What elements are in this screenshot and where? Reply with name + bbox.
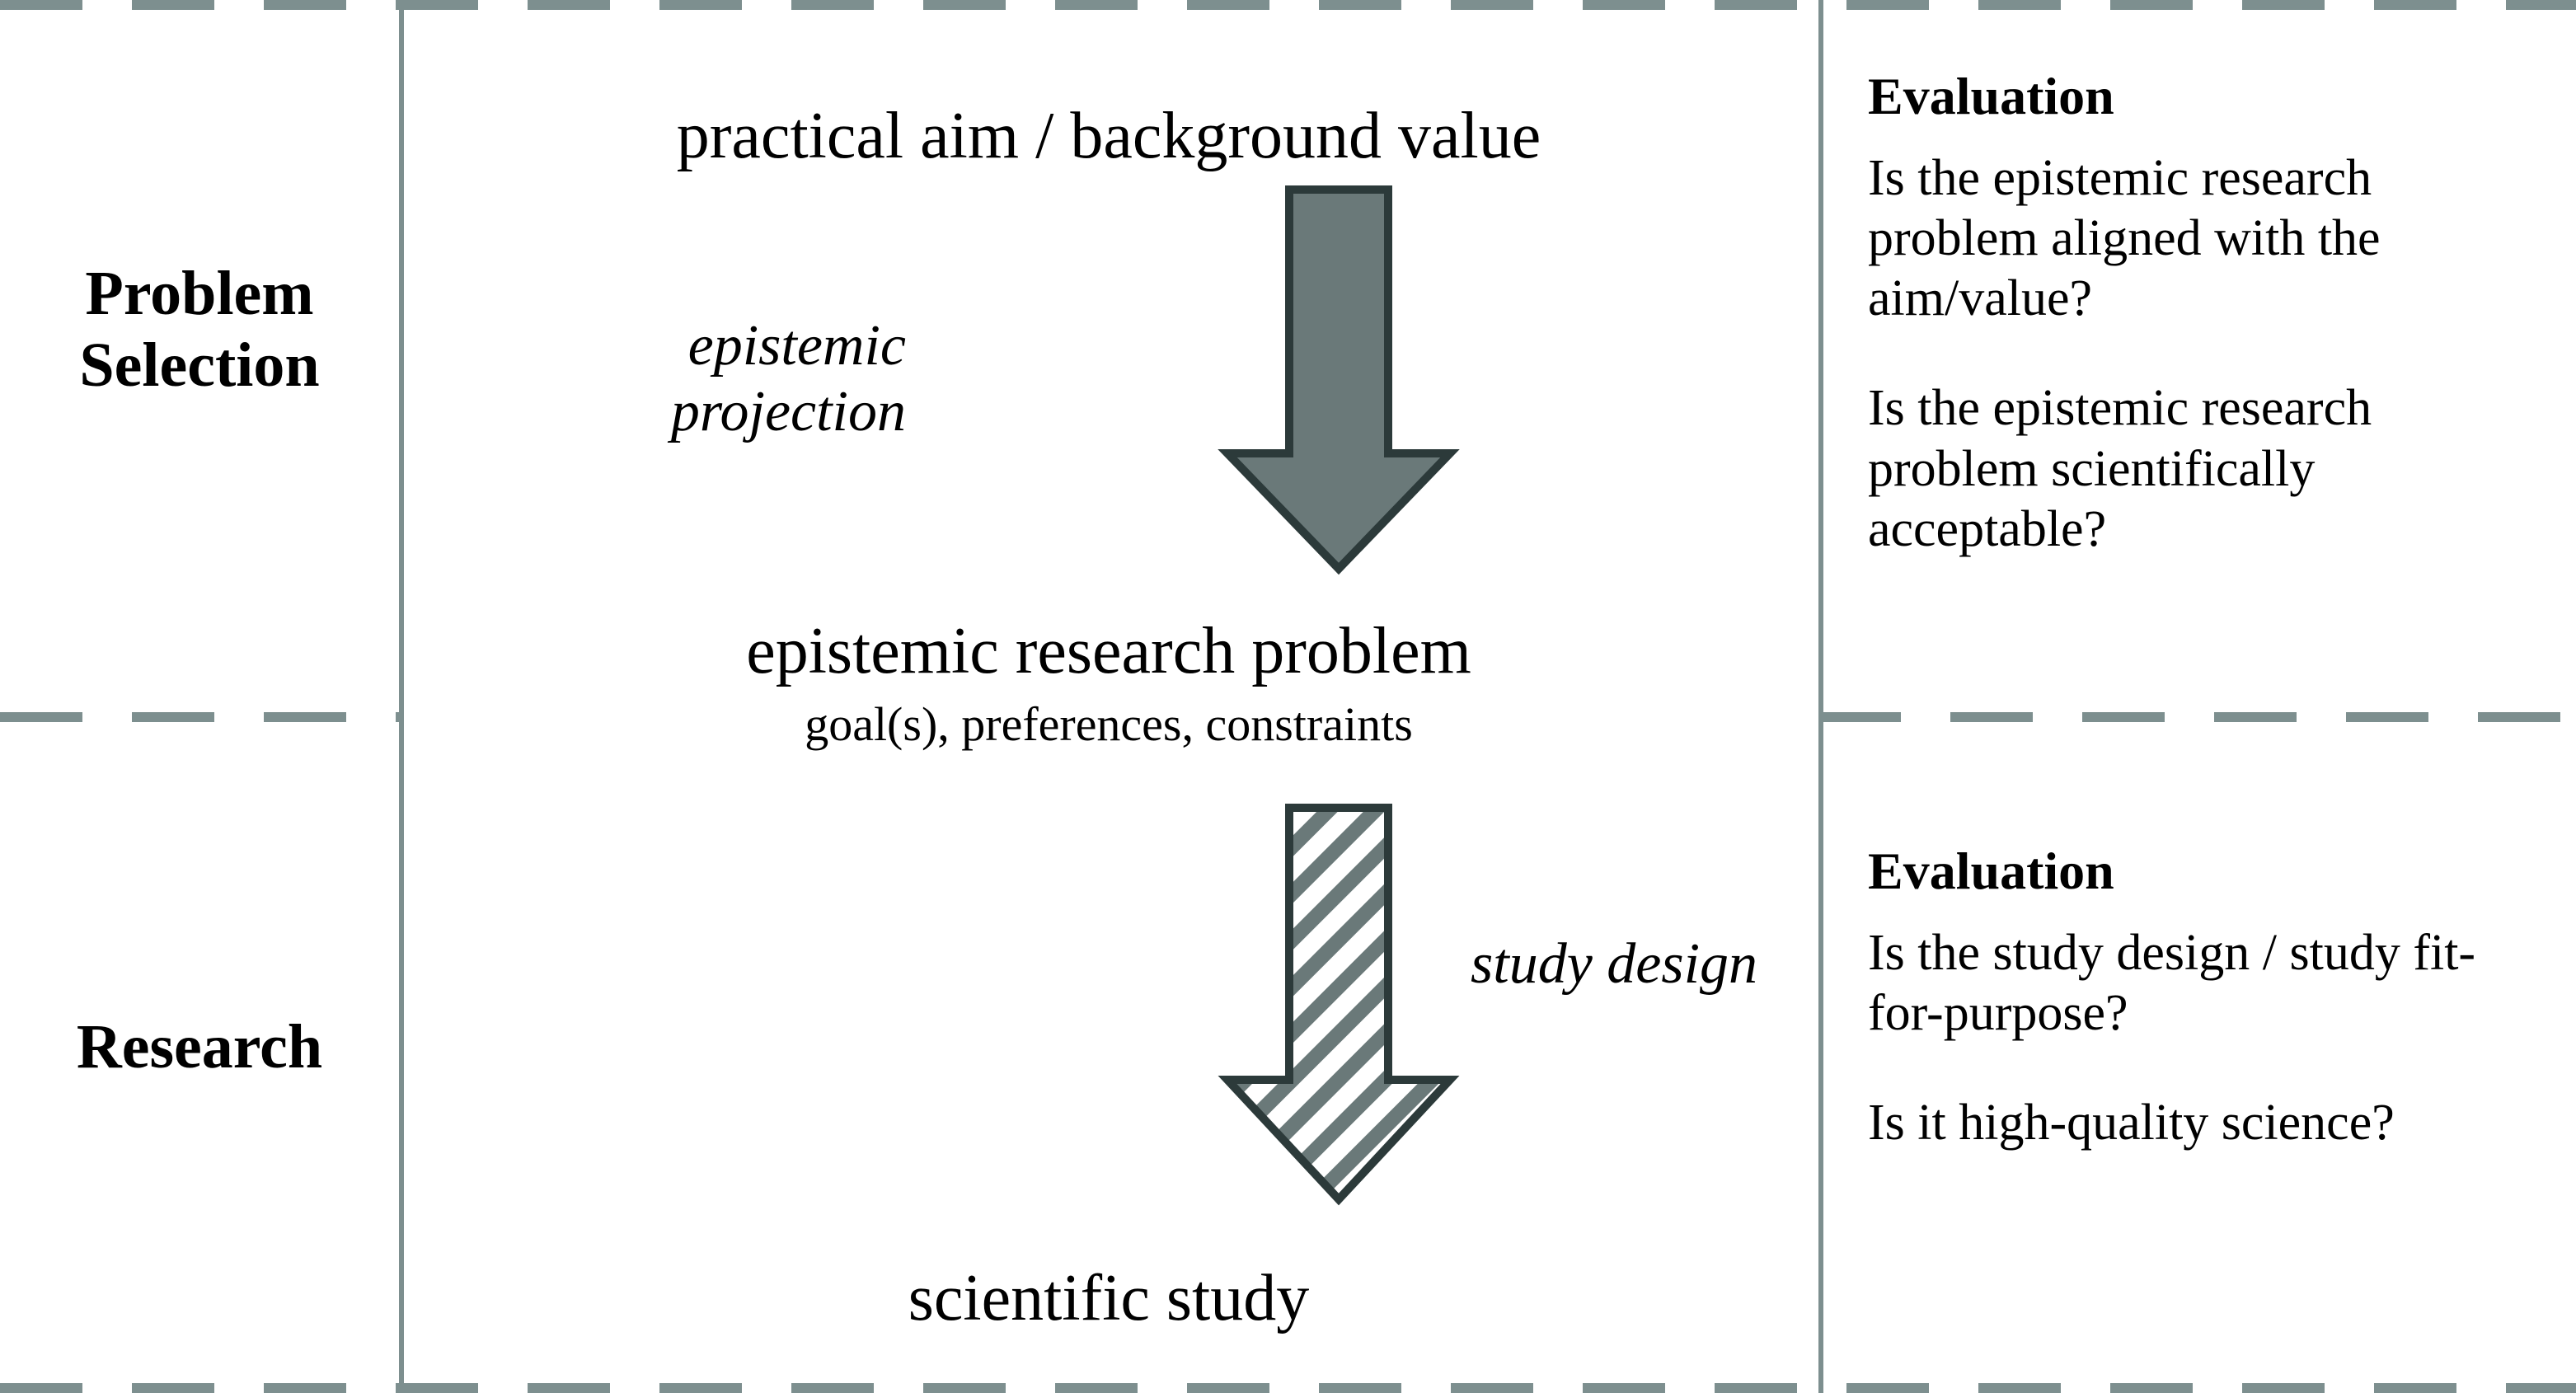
evaluation-question: Is the study design / study fit-for-purp… — [1868, 923, 2544, 1044]
row-label-problem-selection: Problem Selection — [0, 231, 399, 429]
evaluation-question: Is the epistemic research problem aligne… — [1868, 148, 2544, 329]
evaluation-block-bottom: Evaluation Is the study design / study f… — [1868, 841, 2544, 1203]
arrow-epistemic-projection — [1227, 190, 1450, 569]
flow-column: practical aim / background value epistem… — [399, 0, 1818, 1393]
row-label-text: Research — [77, 1011, 322, 1083]
evaluation-heading: Evaluation — [1868, 841, 2544, 902]
evaluation-question: Is the epistemic research problem scient… — [1868, 378, 2544, 559]
evaluation-question: Is it high-quality science? — [1868, 1093, 2544, 1153]
arrow-label-epistemic-projection: epistemic projection — [560, 313, 906, 445]
flow-node-epistemic-research-problem: epistemic research problem — [399, 614, 1818, 689]
row-label-text: Problem Selection — [40, 258, 359, 402]
flow-node-scientific-study: scientific study — [399, 1261, 1818, 1336]
flow-node-practical-aim: practical aim / background value — [399, 99, 1818, 174]
arrow-label-study-design: study design — [1471, 931, 1757, 997]
row-label-research: Research — [0, 997, 399, 1096]
evaluation-heading: Evaluation — [1868, 66, 2544, 127]
evaluation-column: Evaluation Is the epistemic research pro… — [1818, 0, 2576, 1393]
arrow-study-design — [1227, 808, 1450, 1199]
flow-node-epistemic-subtext: goal(s), preferences, constraints — [399, 696, 1818, 752]
diagram-frame: Problem Selection Research practical aim… — [0, 0, 2576, 1393]
evaluation-block-top: Evaluation Is the epistemic research pro… — [1868, 66, 2544, 609]
